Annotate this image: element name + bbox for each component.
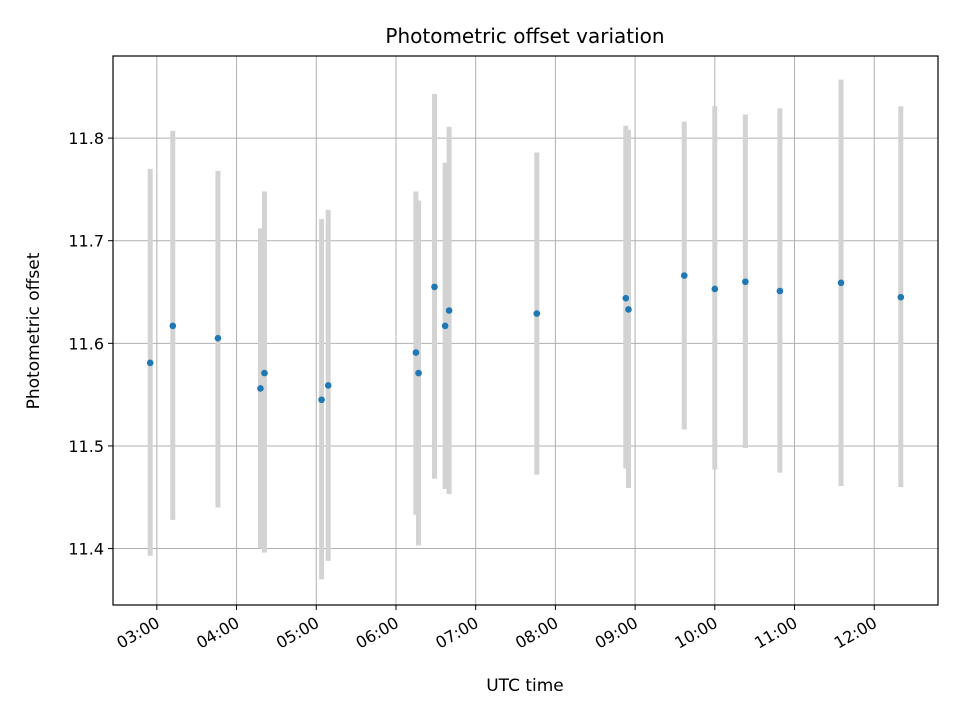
y-tick-label: 11.7: [68, 232, 104, 251]
data-point: [318, 396, 325, 404]
data-point: [415, 369, 422, 377]
data-point: [622, 294, 630, 302]
data-point: [169, 322, 177, 330]
data-point: [680, 272, 688, 279]
data-point: [412, 349, 420, 356]
y-axis: 11.4 11.5 11.6 11.7 11.8: [68, 129, 113, 559]
y-tick-label: 11.8: [68, 129, 104, 148]
data-point: [625, 306, 632, 313]
y-tick-label: 11.4: [68, 540, 104, 559]
plot-frame: [112, 55, 939, 606]
y-axis-title: Photometric offset: [24, 252, 44, 409]
data-point: [742, 278, 749, 286]
data-point: [441, 322, 449, 330]
data-point: [533, 310, 541, 317]
data-point: [261, 369, 268, 377]
data-point: [324, 382, 332, 389]
data-point: [711, 285, 719, 293]
data-point: [257, 385, 264, 392]
y-tick-label: 11.6: [68, 334, 104, 353]
data-point: [214, 334, 222, 342]
data-point: [146, 359, 154, 367]
data-point: [431, 283, 438, 291]
data-point: [897, 293, 905, 301]
x-axis-title: UTC time: [486, 676, 564, 696]
data-point: [445, 307, 453, 314]
data-point: [776, 287, 784, 295]
point-layer: [146, 272, 905, 404]
grid-layer: [113, 56, 938, 605]
y-tick-label: 11.5: [68, 437, 104, 456]
data-point: [837, 279, 845, 287]
chart-title: Photometric offset variation: [385, 24, 664, 48]
